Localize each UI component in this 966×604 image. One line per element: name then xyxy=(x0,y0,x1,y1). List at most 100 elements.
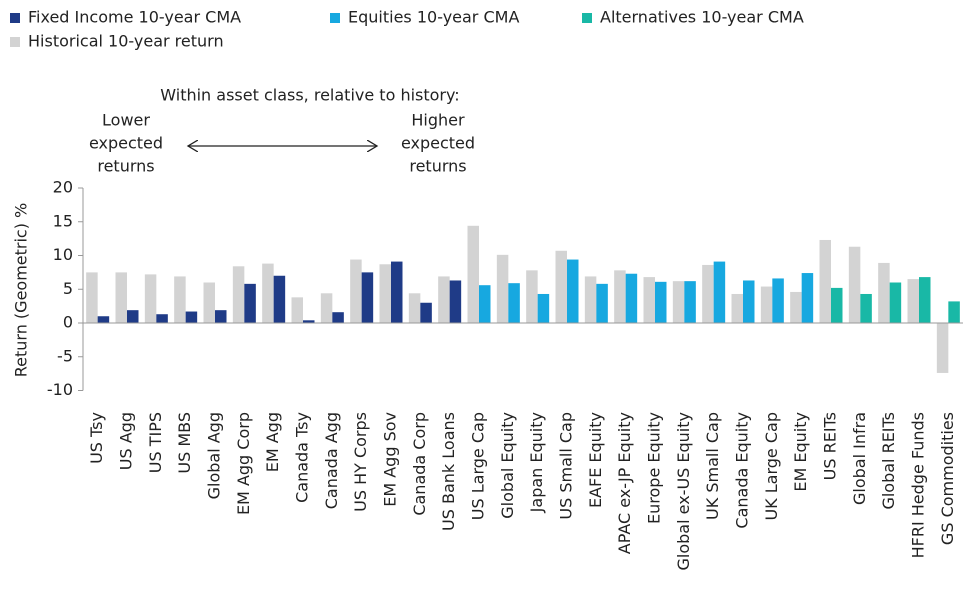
annotation-lower: returns xyxy=(97,157,154,176)
bar xyxy=(760,286,773,323)
x-tick-label: Japan Equity xyxy=(527,412,546,513)
y-tick-label: -10 xyxy=(47,380,73,399)
x-tick-label: US HY Corps xyxy=(351,412,370,512)
bar xyxy=(273,275,286,323)
bar xyxy=(860,293,872,323)
x-tick-label: APAC ex-JP Equity xyxy=(615,412,634,554)
x-tick-label: EM Agg xyxy=(263,412,282,472)
legend-swatch xyxy=(10,13,20,23)
x-tick-label: Canada Equity xyxy=(733,412,752,529)
legend-swatch xyxy=(10,37,20,47)
bar xyxy=(878,262,890,323)
bar xyxy=(508,283,520,323)
bar xyxy=(320,293,333,323)
annotation-higher: Higher xyxy=(411,111,465,130)
bar xyxy=(684,281,696,323)
x-tick-label: EAFE Equity xyxy=(586,412,605,508)
legend-swatch xyxy=(582,13,592,23)
bar xyxy=(526,270,538,323)
bar xyxy=(86,272,98,323)
x-tick-label: EM Agg Sov xyxy=(381,412,400,507)
bar xyxy=(438,276,450,323)
x-tick-label: Canada Agg xyxy=(322,412,341,509)
bar xyxy=(115,272,127,323)
bar xyxy=(702,264,714,323)
legend-label: Historical 10-year return xyxy=(28,32,224,51)
bar xyxy=(127,310,139,323)
bar xyxy=(537,293,550,323)
legend-swatch xyxy=(330,13,340,23)
x-tick-label: US REITs xyxy=(821,412,840,480)
y-tick-label: 20 xyxy=(53,178,73,197)
annotation-heading: Within asset class, relative to history: xyxy=(160,86,459,105)
bar xyxy=(232,266,245,323)
x-tick-label: US Large Cap xyxy=(469,412,488,520)
bar xyxy=(948,301,960,323)
bar xyxy=(262,263,274,323)
legend-label: Alternatives 10-year CMA xyxy=(600,8,804,27)
bar xyxy=(379,264,391,323)
bar xyxy=(291,297,303,323)
bar xyxy=(391,261,403,323)
annotation-higher: returns xyxy=(409,157,466,176)
bar xyxy=(801,273,814,323)
x-tick-label: Canada Corp xyxy=(410,412,429,516)
bar xyxy=(743,280,755,323)
bar xyxy=(889,282,902,323)
bar xyxy=(848,246,861,323)
bar xyxy=(496,254,509,323)
bar xyxy=(831,287,843,323)
bar xyxy=(567,259,579,323)
x-tick-label: GS Commodities xyxy=(938,412,957,545)
bar xyxy=(156,314,168,323)
x-tick-label: US Bank Loans xyxy=(439,412,458,531)
bar xyxy=(936,323,949,373)
bar xyxy=(215,310,227,323)
x-tick-label: Global Agg xyxy=(205,412,224,499)
y-tick-label: 5 xyxy=(63,279,73,298)
bar xyxy=(350,259,362,323)
y-tick-label: -5 xyxy=(57,346,73,365)
annotation-lower: Lower xyxy=(102,111,150,130)
bar xyxy=(672,281,685,323)
x-tick-label: UK Small Cap xyxy=(703,412,722,520)
x-tick-label: Global Equity xyxy=(498,412,517,519)
bar xyxy=(303,320,315,323)
bar xyxy=(713,261,726,323)
bar xyxy=(790,291,802,323)
bar xyxy=(185,311,198,323)
x-tick-label: Canada Tsy xyxy=(293,412,312,503)
bar xyxy=(772,278,784,323)
x-tick-label: Global Infra xyxy=(850,412,869,505)
x-tick-label: Global REITs xyxy=(879,412,898,510)
y-tick-label: 0 xyxy=(63,313,73,332)
legend-label: Equities 10-year CMA xyxy=(348,8,519,27)
bar xyxy=(97,316,110,323)
bar xyxy=(408,293,421,323)
bar xyxy=(819,239,831,323)
bar xyxy=(625,273,638,323)
y-tick-label: 10 xyxy=(53,245,73,264)
bar xyxy=(361,272,374,323)
bar xyxy=(420,302,432,323)
x-tick-label: US Agg xyxy=(117,412,136,470)
x-tick-label: US TIPS xyxy=(146,412,165,473)
annotation-lower: expected xyxy=(89,134,163,153)
bar xyxy=(449,280,462,323)
x-tick-label: EM Equity xyxy=(791,412,810,492)
annotation-higher: expected xyxy=(401,134,475,153)
bar xyxy=(919,277,931,323)
bar xyxy=(203,282,215,323)
x-tick-label: Global ex-US Equity xyxy=(674,412,693,570)
y-axis-label: Return (Geometric) % xyxy=(12,203,31,378)
y-tick-label: 15 xyxy=(53,211,73,230)
bar xyxy=(643,277,655,323)
x-tick-label: EM Agg Corp xyxy=(234,412,253,515)
bar xyxy=(614,270,626,323)
bar xyxy=(907,279,919,323)
bar xyxy=(555,250,567,323)
bar xyxy=(144,274,157,323)
x-tick-label: Europe Equity xyxy=(645,412,664,524)
bar xyxy=(174,276,186,323)
